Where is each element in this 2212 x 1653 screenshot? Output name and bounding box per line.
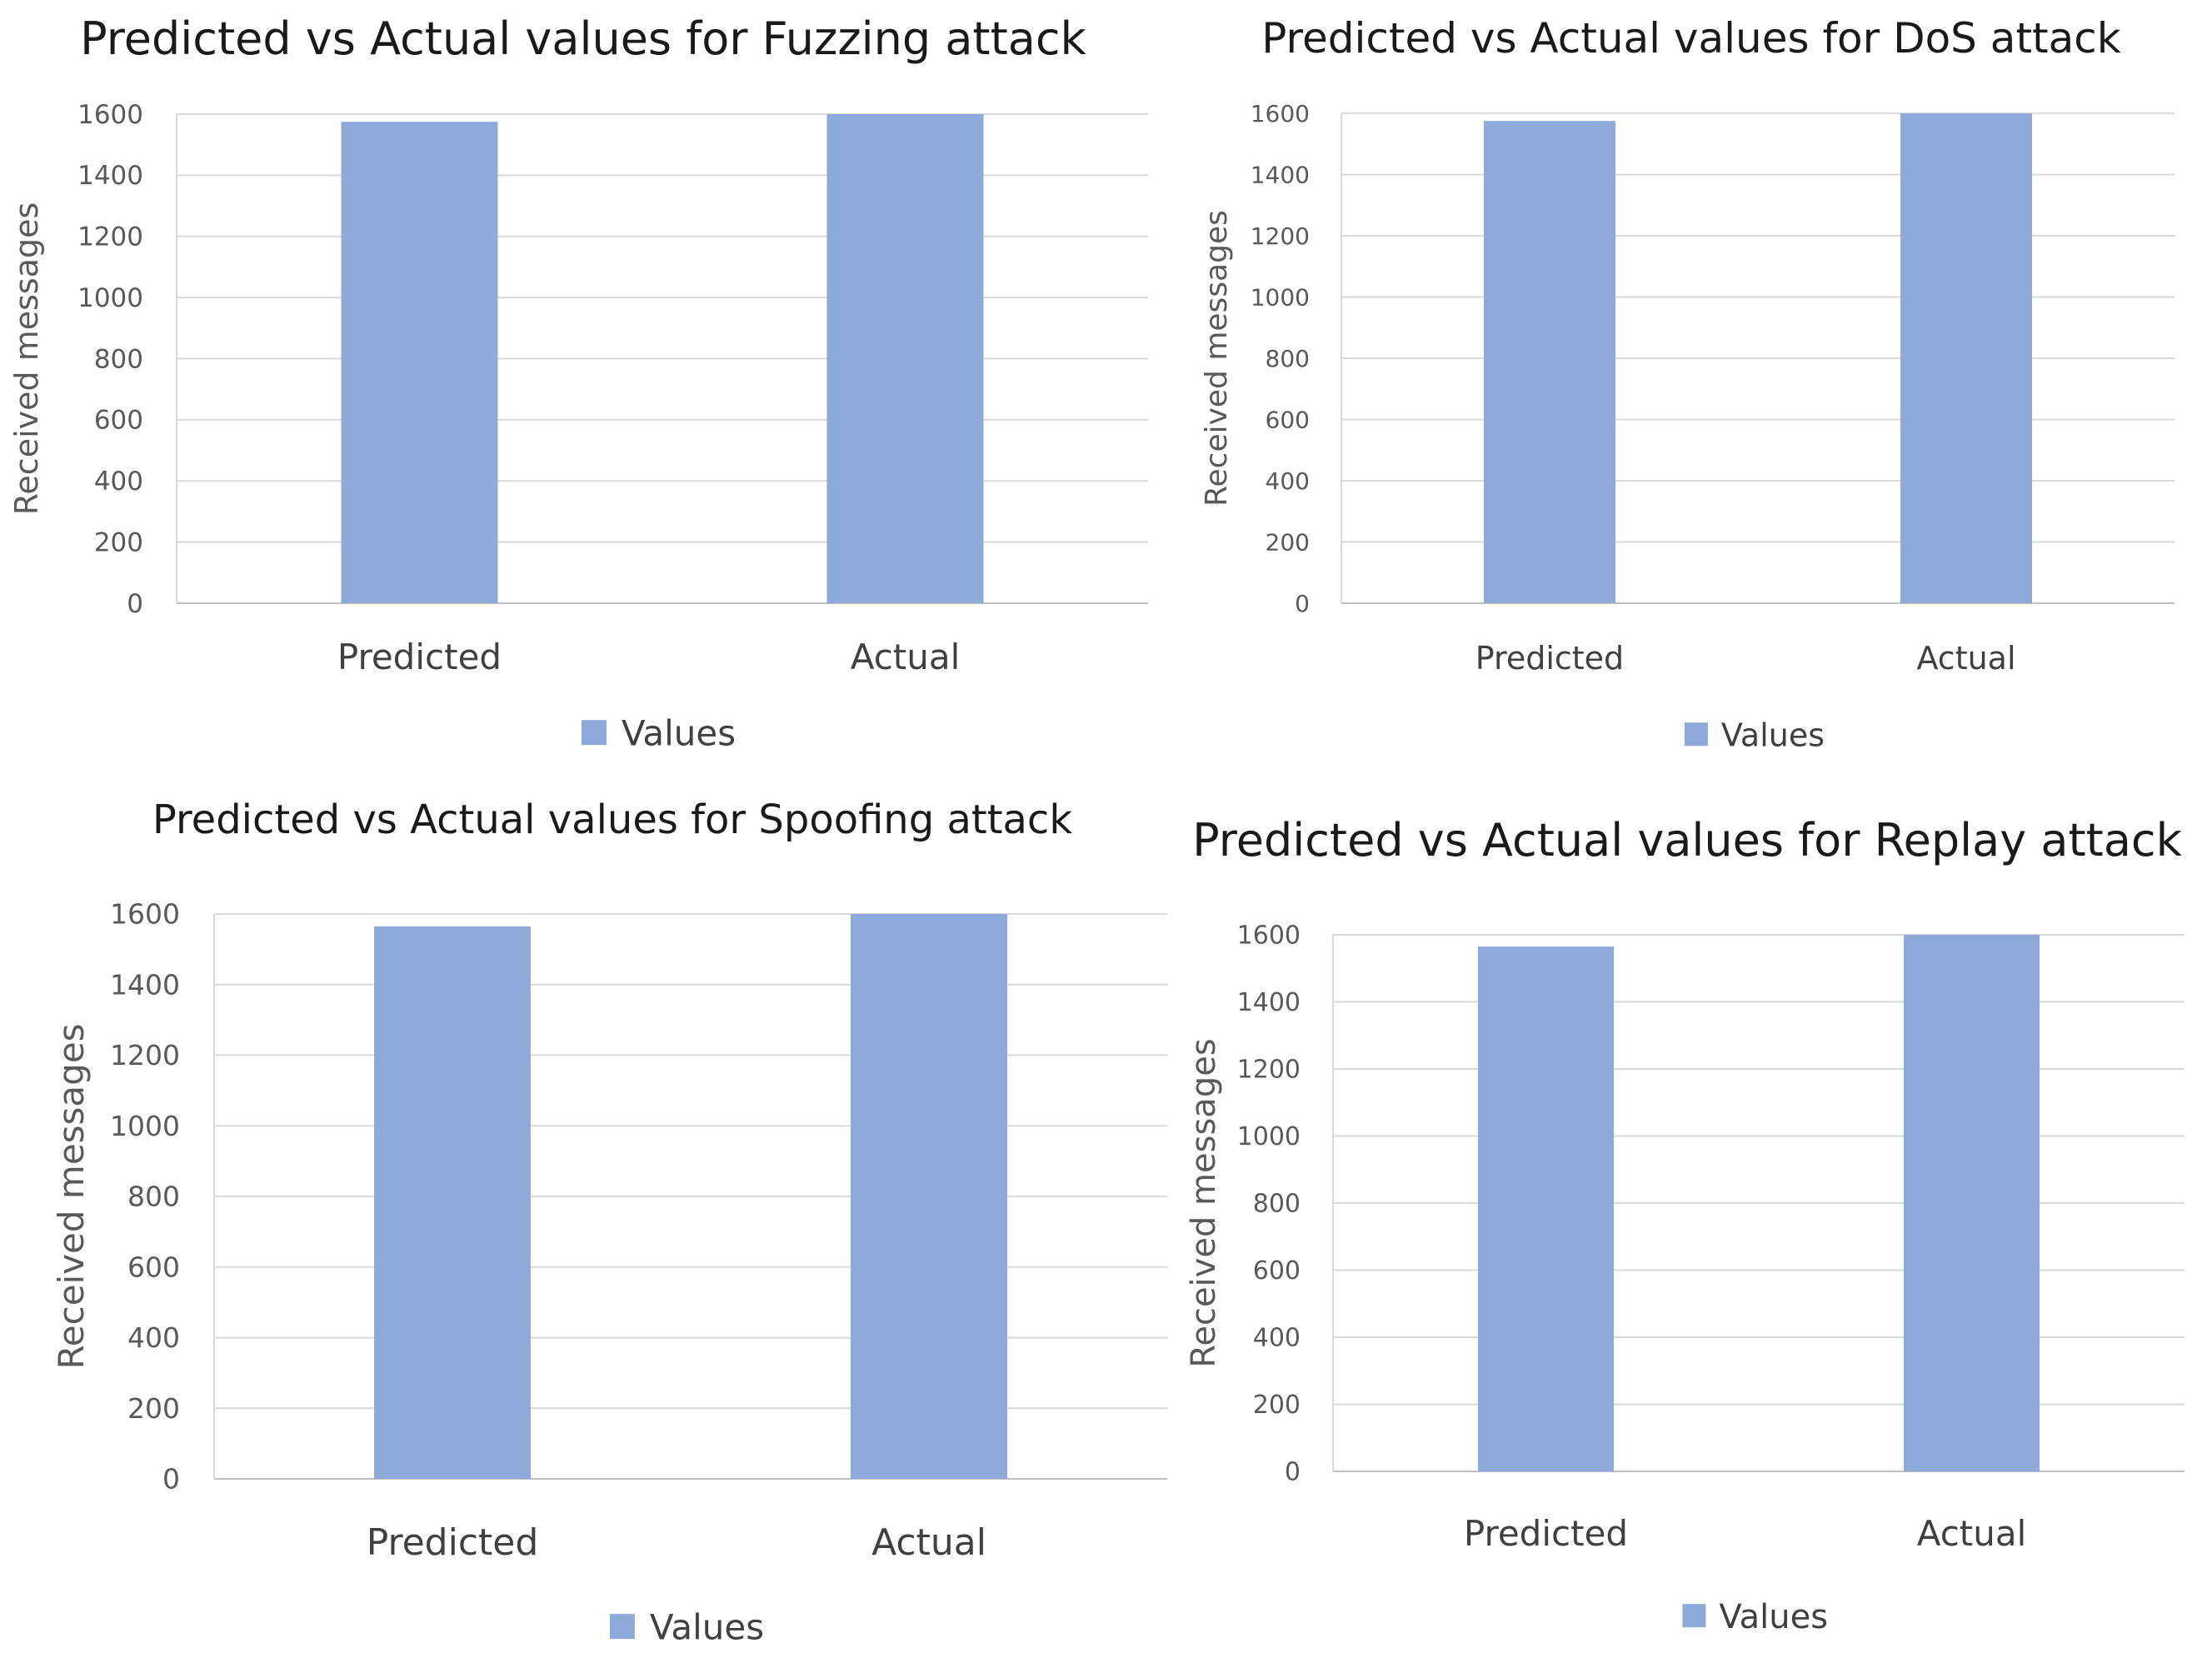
bar-predicted <box>1478 946 1614 1471</box>
legend-label: Values <box>1721 717 1825 753</box>
chart-4: Predicted vs Actual values for Replay at… <box>1185 814 2185 1636</box>
bar-actual <box>826 114 984 603</box>
y-tick-label: 400 <box>1266 467 1310 495</box>
x-category-label: Predicted <box>1475 640 1624 677</box>
chart-title: Predicted vs Actual values for Fuzzing a… <box>80 12 1086 65</box>
y-tick-label: 800 <box>94 344 143 374</box>
bar-actual <box>1904 935 2040 1471</box>
y-tick-label: 200 <box>127 1392 180 1425</box>
y-axis-title: Received messages <box>8 202 45 516</box>
legend-swatch <box>1684 722 1708 747</box>
y-tick-label: 0 <box>1285 1458 1301 1487</box>
y-tick-label: 400 <box>94 467 143 497</box>
legend-label: Values <box>622 713 736 754</box>
y-axis-title: Received messages <box>51 1023 92 1369</box>
y-tick-label: 200 <box>1266 528 1310 556</box>
y-tick-label: 600 <box>1253 1256 1301 1286</box>
y-tick-label: 1000 <box>110 1110 180 1142</box>
x-category-label: Actual <box>1917 1513 2027 1554</box>
y-tick-label: 1000 <box>1251 283 1310 311</box>
y-tick-label: 800 <box>1253 1190 1301 1219</box>
bar-predicted <box>374 926 531 1479</box>
chart-3: Predicted vs Actual values for Spoofing … <box>51 797 1167 1648</box>
y-tick-label: 1200 <box>1237 1056 1301 1085</box>
chart-title: Predicted vs Actual values for Replay at… <box>1192 814 2182 866</box>
y-tick-label: 400 <box>127 1321 180 1354</box>
y-tick-label: 400 <box>1253 1324 1301 1353</box>
legend-label: Values <box>650 1607 764 1648</box>
chart-2: Predicted vs Actual values for DoS attac… <box>1200 14 2175 753</box>
y-tick-label: 800 <box>127 1181 180 1213</box>
x-category-label: Predicted <box>1464 1513 1628 1554</box>
chart-title: Predicted vs Actual values for DoS attac… <box>1261 14 2121 62</box>
x-category-label: Actual <box>1916 640 2015 677</box>
y-tick-label: 1200 <box>77 222 143 252</box>
legend-swatch <box>609 1614 635 1640</box>
y-tick-label: 600 <box>1266 406 1310 433</box>
y-tick-label: 1000 <box>77 283 143 313</box>
legend-swatch <box>581 720 607 746</box>
legend-swatch <box>1682 1604 1706 1628</box>
y-tick-label: 0 <box>1295 590 1310 617</box>
y-tick-label: 800 <box>1266 345 1310 372</box>
x-category-label: Actual <box>851 637 961 677</box>
y-tick-label: 1000 <box>1237 1122 1301 1151</box>
y-tick-label: 0 <box>162 1463 180 1496</box>
y-tick-label: 1600 <box>110 898 180 931</box>
chart-1: Predicted vs Actual values for Fuzzing a… <box>8 12 1148 754</box>
x-category-label: Predicted <box>337 637 502 677</box>
y-tick-label: 1400 <box>1251 161 1310 188</box>
bar-actual <box>1900 113 2032 603</box>
y-tick-label: 600 <box>127 1251 180 1283</box>
y-tick-label: 0 <box>127 589 143 619</box>
y-tick-label: 1400 <box>77 161 143 191</box>
bar-predicted <box>1484 121 1615 603</box>
y-tick-label: 200 <box>94 527 143 557</box>
y-tick-label: 1400 <box>110 968 180 1001</box>
legend-label: Values <box>1719 1598 1828 1636</box>
x-category-label: Predicted <box>367 1521 539 1564</box>
y-tick-label: 1600 <box>77 100 143 130</box>
y-tick-label: 200 <box>1253 1391 1301 1420</box>
bar-predicted <box>341 122 498 603</box>
y-tick-label: 1400 <box>1237 988 1301 1017</box>
y-tick-label: 1200 <box>1251 222 1310 250</box>
y-tick-label: 1200 <box>110 1039 180 1071</box>
y-tick-label: 1600 <box>1237 921 1301 951</box>
y-tick-label: 600 <box>94 406 143 436</box>
y-axis-title: Received messages <box>1200 210 1234 507</box>
y-axis-title: Received messages <box>1185 1038 1223 1367</box>
bar-actual <box>851 914 1007 1479</box>
y-tick-label: 1600 <box>1251 100 1310 127</box>
x-category-label: Actual <box>871 1521 986 1564</box>
chart-title: Predicted vs Actual values for Spoofing … <box>152 797 1072 843</box>
